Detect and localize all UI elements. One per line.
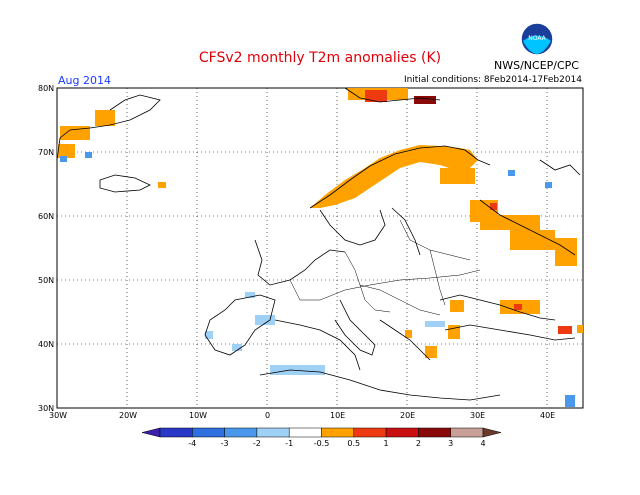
anomaly-biscay — [245, 292, 255, 298]
legend-swatch — [353, 427, 387, 438]
anomaly-black-sea-red — [514, 304, 522, 310]
noaa-logo: NOAA — [520, 22, 554, 56]
lon-label: 0 — [265, 411, 270, 420]
anomaly-kola — [440, 168, 475, 184]
anomaly-atlantic — [205, 331, 213, 339]
lon-label: 40E — [540, 411, 555, 420]
legend-swatch — [385, 427, 419, 438]
legend-label: 0.5 — [347, 439, 360, 448]
lon-labels: 30W 20W 10W 0 10E 20E 30E 40E — [49, 411, 555, 420]
map-frame — [56, 87, 584, 409]
lon-label: 30E — [470, 411, 485, 420]
borders — [289, 219, 481, 316]
anomaly-iceland — [158, 182, 166, 188]
legend-label: -0.5 — [314, 439, 330, 448]
anomaly-caucasus-red — [558, 326, 572, 334]
anomaly-greenland-1 — [60, 126, 90, 140]
anomaly-cells — [57, 88, 583, 407]
legend-arrow-low — [141, 427, 161, 438]
lat-label: 30N — [38, 404, 54, 413]
anomaly-med-west — [232, 344, 242, 351]
anomaly-balkan — [425, 321, 445, 327]
anomaly-russia-5 — [555, 238, 577, 266]
anomaly-svalbard-3 — [414, 96, 436, 104]
legend-label: 4 — [480, 439, 485, 448]
anomaly-russia-blue — [508, 170, 515, 176]
legend-label: 1 — [384, 439, 389, 448]
legend-swatch — [192, 427, 225, 438]
anomaly-greenland-2 — [57, 144, 75, 158]
lat-label: 80N — [38, 84, 54, 93]
anomaly-gulf-lion — [255, 315, 275, 325]
anomaly-italy — [405, 330, 412, 338]
legend-swatch — [256, 427, 290, 438]
legend-swatch — [159, 427, 193, 438]
lat-label: 70N — [38, 148, 54, 157]
coastlines — [56, 87, 581, 401]
lat-label: 60N — [38, 212, 54, 221]
legend-swatch — [450, 427, 484, 438]
anomaly-black-sea-1 — [450, 300, 464, 312]
initial-conditions: Initial conditions: 8Feb2014-17Feb2014 — [403, 75, 582, 85]
legend-label: 2 — [416, 439, 421, 448]
legend-swatch — [224, 427, 258, 438]
anomaly-russia-4 — [530, 230, 555, 250]
anomaly-greece — [425, 346, 437, 358]
anomaly-russia-red — [490, 203, 497, 210]
anomaly-africa — [270, 365, 325, 375]
lat-label: 40N — [38, 340, 54, 349]
legend-label: 3 — [448, 439, 453, 448]
anomaly-caspian — [577, 325, 583, 333]
anomaly-scandinavia — [310, 145, 478, 208]
legend-swatch — [321, 427, 355, 438]
lon-label: 10E — [330, 411, 345, 420]
lon-label: 20E — [400, 411, 415, 420]
legend-swatch — [418, 427, 451, 438]
color-legend: -4 -3 -2 -1 -0.5 0.5 1 2 3 4 — [141, 427, 502, 448]
lat-labels: 30N 40N 50N 60N 70N 80N — [38, 84, 54, 413]
legend-label: -4 — [188, 439, 196, 448]
legend-label: -2 — [253, 439, 261, 448]
anomaly-greenland-blue — [85, 152, 92, 158]
forecast-month: Aug 2014 — [58, 74, 111, 87]
noaa-logo-text: NOAA — [528, 35, 546, 42]
agency-label: NWS/NCEP/CPC — [494, 59, 579, 72]
lon-label: 30W — [49, 411, 67, 420]
lon-label: 20W — [119, 411, 137, 420]
legend-label: -1 — [285, 439, 293, 448]
legend-arrow-high — [482, 427, 502, 438]
legend-swatch — [288, 427, 322, 438]
lat-label: 50N — [38, 276, 54, 285]
anomaly-greenland-blue-2 — [60, 156, 67, 162]
anomaly-russia-blue-2 — [545, 182, 552, 188]
anomaly-greenland-3 — [95, 110, 115, 126]
anomaly-mideast-blue — [565, 395, 575, 407]
anomaly-svalbard-2 — [365, 90, 387, 102]
lon-label: 10W — [189, 411, 207, 420]
map-title: CFSv2 monthly T2m anomalies (K) — [198, 50, 442, 66]
legend-label: -3 — [221, 439, 229, 448]
